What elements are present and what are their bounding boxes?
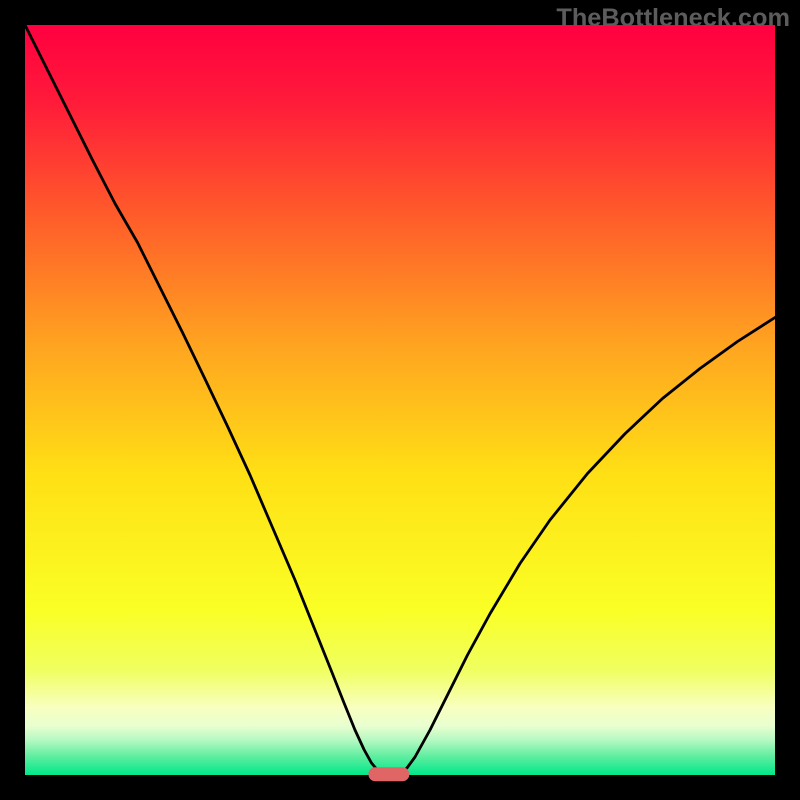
watermark-text: TheBottleneck.com: [556, 4, 790, 33]
optimum-marker: [368, 768, 409, 782]
chart-frame: TheBottleneck.com: [0, 0, 800, 800]
bottleneck-curve: [25, 25, 775, 774]
curve-svg: [25, 25, 775, 775]
plot-area: [25, 25, 775, 775]
